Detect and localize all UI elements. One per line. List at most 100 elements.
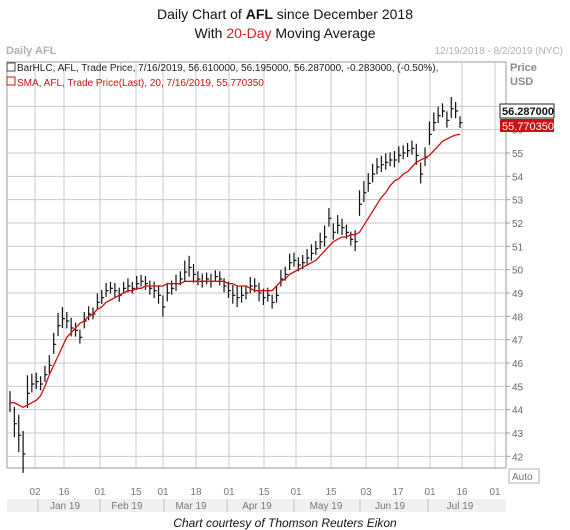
price-bar (455, 102, 459, 119)
y-tick-label: 50 (512, 266, 524, 277)
price-bar (393, 151, 397, 168)
price-bar (96, 293, 100, 310)
x-tick-label: 18 (190, 487, 202, 498)
x-tick-label: 01 (223, 487, 235, 498)
chart-caption: Chart courtesy of Thomson Reuters Eikon (173, 516, 397, 530)
price-bar (402, 145, 406, 160)
x-tick-label: 16 (58, 487, 70, 498)
subtitle-suffix: Moving Average (271, 25, 376, 41)
price-bar (415, 143, 419, 165)
price-bar (35, 372, 39, 390)
price-bar (328, 208, 332, 227)
price-bar (380, 155, 384, 173)
y-tick-label: 55 (512, 149, 524, 160)
price-bar (144, 275, 148, 290)
price-bar (201, 273, 205, 288)
sma-price-value: 55.770350 (502, 121, 554, 133)
y-tick-label: 52 (512, 219, 524, 230)
price-bar (219, 271, 223, 286)
price-bar (197, 271, 201, 286)
y-tick-label: 51 (512, 242, 524, 253)
x-tick-label: 15 (258, 487, 270, 498)
price-bar (122, 281, 127, 294)
legend-bar-icon (6, 62, 16, 72)
chart-name: Daily AFL (6, 45, 57, 57)
price-bar (70, 317, 74, 337)
last-price-tag: 56.287000 (499, 103, 555, 119)
price-bar (350, 231, 354, 246)
price-bar (398, 146, 402, 163)
chart-title-line2: With 20-Day Moving Average (0, 25, 570, 41)
price-bar (13, 406, 17, 438)
price-bar (175, 274, 179, 292)
currency-axis-title: USD (510, 76, 533, 88)
subtitle-highlight: 20-Day (226, 25, 272, 41)
x-month-label: Apr 19 (242, 501, 272, 512)
date-range: 12/19/2018 - 8/2/2019 (NYC) (435, 46, 563, 57)
price-bar (411, 140, 415, 155)
price-bar (262, 288, 266, 306)
price-bar (79, 329, 83, 344)
price-bar (332, 223, 336, 240)
price-bar (57, 312, 61, 337)
x-month-label: Feb 19 (111, 501, 143, 512)
legend-bar-text: BarHLC, AFL, Trade Price, 7/16/2019, 56.… (17, 63, 438, 74)
price-bar (153, 281, 157, 299)
price-bar (267, 287, 271, 302)
sma-price-tag: 55.770350 (500, 119, 554, 133)
price-bar (354, 230, 358, 252)
price-bar (39, 376, 44, 391)
price-bar (114, 282, 118, 297)
title-suffix: since December 2018 (272, 6, 413, 22)
price-bar (74, 322, 79, 337)
price-bar (240, 286, 245, 303)
price-bar (441, 103, 446, 118)
price-bar (275, 286, 280, 303)
price-axis-title: Price (510, 62, 537, 74)
price-bar (18, 414, 22, 453)
price-bar (385, 153, 389, 170)
price-bar (319, 232, 323, 250)
price-bar (280, 270, 284, 287)
price-bar (44, 365, 48, 383)
price-bar (26, 375, 30, 409)
x-tick-label: 02 (29, 487, 41, 498)
price-bar (310, 244, 314, 261)
price-bar (428, 121, 432, 145)
price-bar (323, 225, 328, 247)
sma-line-group (10, 133, 461, 409)
price-bar (105, 282, 109, 297)
price-bar (9, 391, 13, 413)
x-tick-label: 15 (325, 487, 337, 498)
x-axis: 02 16 01 15 01 18 01 15 01 15 03 17 01 16 01 Jan 19 Feb … (7, 467, 506, 512)
price-bar (358, 190, 363, 216)
price-bar (315, 240, 319, 255)
y-tick-label: 48 (512, 312, 524, 323)
x-tick-label: 01 (157, 487, 169, 498)
price-bar (376, 158, 380, 175)
price-bar (258, 282, 262, 302)
price-bar (341, 218, 345, 236)
last-price-value: 56.287000 (502, 106, 554, 118)
price-bar (433, 112, 437, 132)
y-tick-label: 42 (512, 452, 524, 463)
auto-scale-button[interactable]: Auto (508, 468, 540, 484)
price-bar (450, 97, 454, 119)
price-bar (157, 285, 162, 304)
x-tick-label: 03 (360, 487, 372, 498)
x-tick-label: 15 (130, 487, 142, 498)
legend: BarHLC, AFL, Trade Price, 7/16/2019, 56.… (6, 62, 438, 89)
price-bar (367, 173, 371, 192)
price-bar (236, 286, 240, 308)
subtitle-prefix: With (194, 25, 227, 41)
price-bar (188, 255, 192, 277)
price-bar (162, 295, 166, 317)
y-tick-label: 46 (512, 359, 524, 370)
y-tick-label: 45 (512, 382, 524, 393)
price-bar (214, 270, 218, 282)
y-tick-label: 53 (512, 196, 524, 207)
title-ticker: AFL (245, 6, 273, 22)
price-bar (210, 273, 214, 288)
x-month-label: Jan 19 (50, 501, 80, 512)
